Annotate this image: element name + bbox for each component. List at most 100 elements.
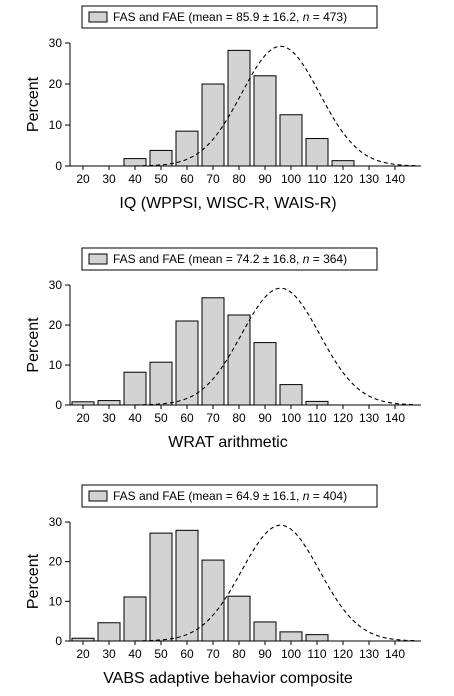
x-tick-label: 60 [180,172,194,186]
y-tick-label: 20 [49,555,63,569]
x-tick-label: 20 [76,411,90,425]
x-tick-label: 50 [154,647,168,661]
bar [279,631,303,642]
bar [149,149,173,167]
legend: FAS and FAE (mean = 85.9 ± 16.2, n = 473… [81,5,378,29]
bar [331,160,355,167]
chart-panel-3: 0 10 20 30 20 30 40 50 60 70 80 90 100 110 120 130 140 Pe… [25,484,421,687]
legend: FAS and FAE (mean = 64.9 ± 16.1, n = 404… [81,484,378,508]
bar [201,559,225,642]
legend-box [81,247,378,271]
x-axis-label: VABS adaptive behavior composite [103,670,353,687]
y-tick-label: 30 [49,36,63,50]
bar [253,342,277,406]
bar [305,634,329,642]
x-tick-label: 40 [128,411,142,425]
y-tick-label: 10 [49,358,63,372]
bar [279,114,303,167]
bar [279,384,303,406]
x-tick-label: 70 [206,172,220,186]
bar [97,400,121,406]
bar [123,596,147,642]
x-tick-label: 120 [333,172,353,186]
bar [227,595,251,642]
y-tick-label: 20 [49,77,63,91]
bar [149,532,173,642]
x-tick-label: 120 [333,647,353,661]
x-tick-label: 100 [281,647,301,661]
x-tick-label: 90 [258,647,272,661]
x-tick-label: 110 [307,172,326,186]
x-tick-label: 100 [281,411,301,425]
y-tick-label: 20 [49,318,63,332]
bar [253,75,277,167]
x-tick-label: 110 [307,647,326,661]
bar [227,49,251,167]
y-tick-label: 10 [49,118,63,132]
legend-swatch [88,11,108,23]
chart-panel-1: 0 10 20 30 20 30 40 50 60 70 80 90 100 110 120 130 140 Pe… [25,5,421,212]
x-tick-label: 80 [232,411,246,425]
x-tick-label: 60 [180,411,194,425]
y-tick-label: 30 [49,515,63,529]
x-tick-label: 140 [385,411,405,425]
bar [123,158,147,167]
x-tick-label: 70 [206,647,220,661]
x-tick-label: 60 [180,647,194,661]
legend: FAS and FAE (mean = 74.2 ± 16.8, n = 364… [81,247,378,271]
reference-curve [135,45,416,167]
chart-panel-2: 0 10 20 30 20 30 40 50 60 70 80 90 100 110 120 130 140 Pe… [25,247,421,451]
bar [227,314,251,406]
y-tick-label: 0 [55,634,62,648]
legend-box [81,484,378,508]
legend-swatch [88,490,108,502]
x-tick-label: 50 [154,172,168,186]
x-tick-label: 110 [307,411,326,425]
reference-curve [135,287,416,406]
bar [305,138,329,167]
x-tick-label: 30 [102,411,116,425]
bar [305,400,329,406]
x-tick-label: 140 [385,647,405,661]
bar [71,637,95,642]
bar [97,622,121,642]
y-tick-label: 30 [49,278,63,292]
y-tick-label: 0 [55,398,62,412]
x-tick-label: 30 [102,647,116,661]
legend-label: FAS and FAE (mean = 85.9 ± 16.2, n = 473… [113,10,347,24]
x-tick-label: 40 [128,172,142,186]
legend-box [81,5,378,29]
bar [253,621,277,642]
x-tick-label: 20 [76,647,90,661]
x-tick-label: 130 [359,411,379,425]
bar [175,529,199,642]
x-axis-label: WRAT arithmetic [168,434,287,451]
x-tick-label: 50 [154,411,168,425]
x-tick-label: 20 [76,172,90,186]
x-tick-label: 70 [206,411,220,425]
x-tick-label: 100 [281,172,301,186]
bar [201,83,225,167]
legend-label: FAS and FAE (mean = 74.2 ± 16.8, n = 364… [113,252,347,266]
y-axis-label: Percent [25,317,42,373]
x-tick-label: 30 [102,172,116,186]
bar [175,130,199,167]
x-tick-label: 140 [385,172,405,186]
y-tick-label: 0 [55,159,62,173]
x-tick-label: 80 [232,172,246,186]
x-tick-label: 130 [359,172,379,186]
bar [123,371,147,406]
bar [201,297,225,406]
y-tick-label: 10 [49,594,63,608]
x-tick-label: 90 [258,172,272,186]
x-tick-label: 90 [258,411,272,425]
bar [71,401,95,406]
legend-swatch [88,253,108,265]
x-tick-label: 130 [359,647,379,661]
legend-label: FAS and FAE (mean = 64.9 ± 16.1, n = 404… [113,489,347,503]
x-tick-label: 80 [232,647,246,661]
y-axis-label: Percent [25,553,42,609]
bar [175,320,199,406]
x-axis-label: IQ (WPPSI, WISC-R, WAIS-R) [119,195,336,212]
